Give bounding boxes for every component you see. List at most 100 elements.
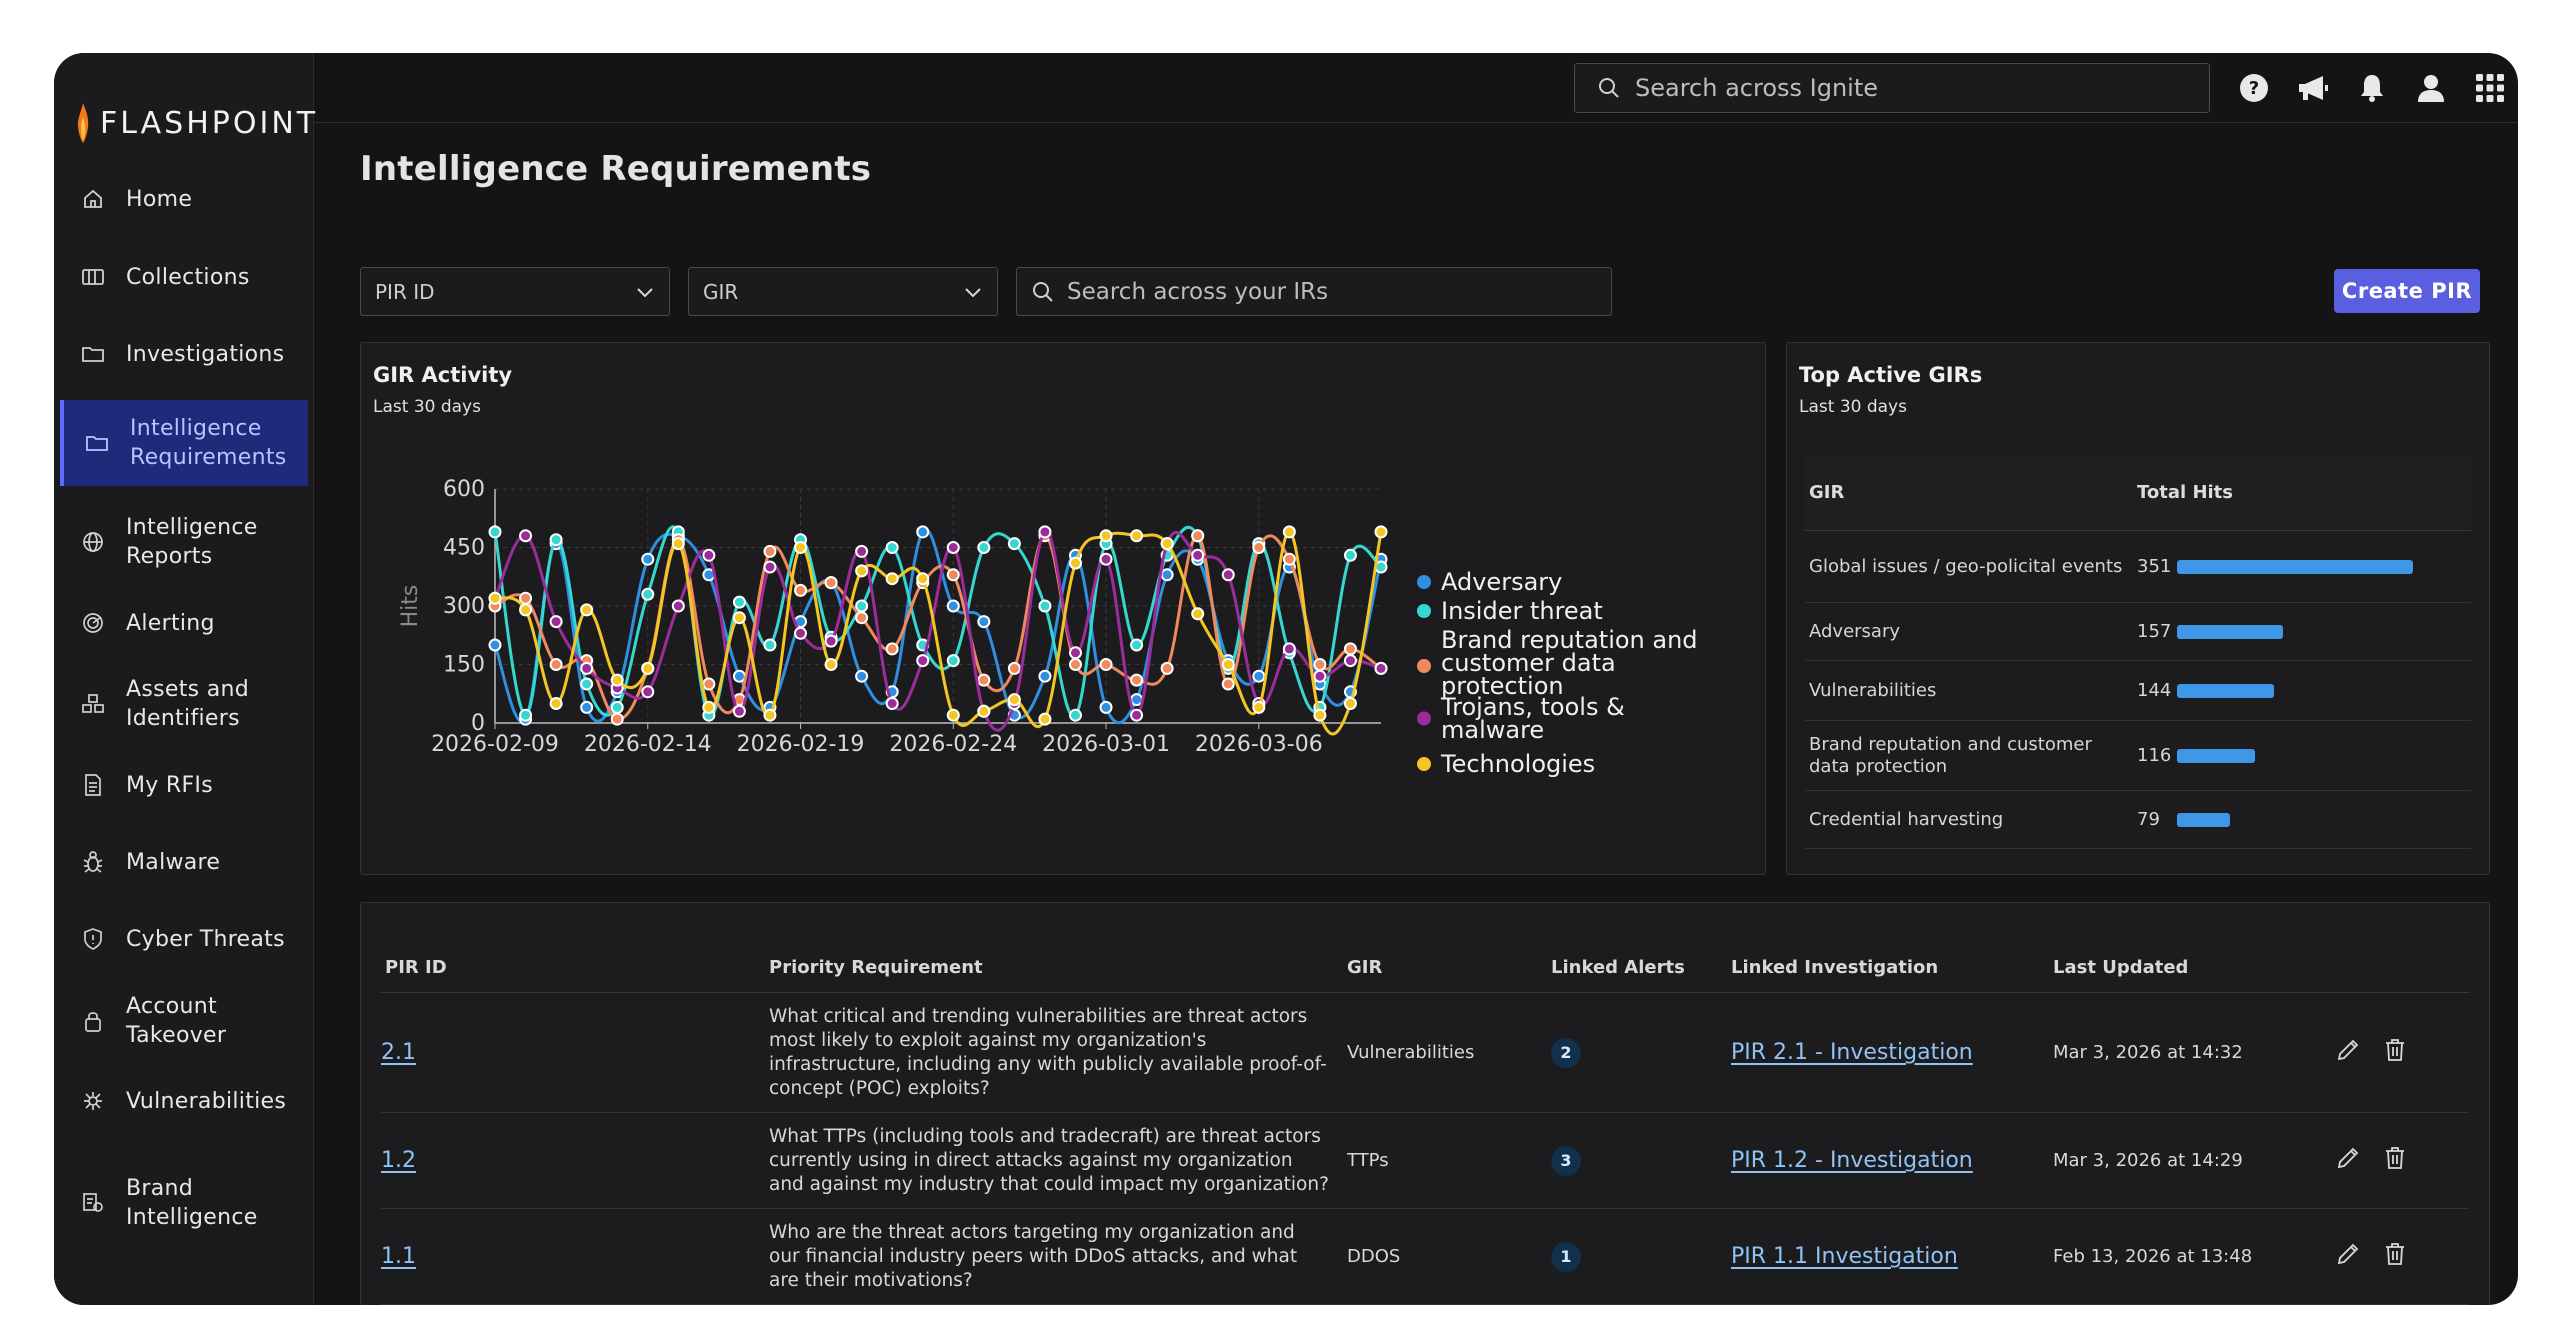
data-point[interactable]: [946, 654, 960, 668]
data-point[interactable]: [1343, 642, 1357, 656]
data-point[interactable]: [1038, 599, 1052, 613]
data-point[interactable]: [1130, 708, 1144, 722]
apps-grid-icon[interactable]: [2473, 71, 2507, 105]
table-row[interactable]: Adversary 157: [1805, 603, 2471, 661]
data-point[interactable]: [671, 537, 685, 551]
linked-investigation-link[interactable]: PIR 1.2 - Investigation: [1731, 1148, 1973, 1173]
data-point[interactable]: [1282, 642, 1296, 656]
data-point[interactable]: [641, 587, 655, 601]
flashpoint-logo[interactable]: FLASHPOINT: [76, 101, 318, 145]
data-point[interactable]: [1343, 697, 1357, 710]
data-point[interactable]: [1099, 658, 1113, 671]
data-point[interactable]: [549, 615, 563, 629]
column-header-priority-requirement[interactable]: Priority Requirement: [769, 957, 983, 978]
data-point[interactable]: [1160, 537, 1174, 551]
legend-item[interactable]: Adversary: [1417, 568, 1562, 596]
data-point[interactable]: [702, 700, 716, 714]
data-point[interactable]: [1313, 669, 1327, 683]
data-point[interactable]: [519, 603, 533, 617]
data-point[interactable]: [794, 626, 808, 640]
data-point[interactable]: [580, 661, 594, 675]
data-point[interactable]: [1221, 677, 1235, 691]
sidebar-item-cyber-threats[interactable]: Cyber Threats: [60, 915, 308, 963]
data-point[interactable]: [794, 583, 808, 597]
column-header-linked-alerts[interactable]: Linked Alerts: [1551, 957, 1685, 978]
data-point[interactable]: [641, 552, 655, 566]
column-header-gir[interactable]: GIR: [1347, 957, 1383, 978]
data-point[interactable]: [1313, 658, 1327, 671]
data-point[interactable]: [1099, 700, 1113, 714]
data-point[interactable]: [885, 642, 899, 656]
legend-item[interactable]: Technologies: [1417, 750, 1595, 778]
user-icon[interactable]: [2414, 71, 2448, 105]
data-point[interactable]: [946, 568, 960, 582]
table-row[interactable]: Global issues / geo-policital events 351: [1805, 531, 2471, 603]
data-point[interactable]: [610, 712, 624, 726]
data-point[interactable]: [763, 708, 777, 722]
data-point[interactable]: [732, 611, 746, 625]
pir-id-link[interactable]: 1.1: [381, 1244, 416, 1269]
sidebar-item-intelligence-reports[interactable]: Intelligence Reports: [60, 507, 308, 577]
data-point[interactable]: [580, 700, 594, 714]
data-point[interactable]: [1374, 525, 1388, 539]
data-point[interactable]: [1068, 708, 1082, 722]
data-point[interactable]: [671, 599, 685, 613]
column-header-pir-id[interactable]: PIR ID: [385, 957, 447, 978]
data-point[interactable]: [763, 638, 777, 652]
ir-search-input[interactable]: Search across your IRs: [1016, 267, 1612, 316]
sidebar-item-assets-and-identifiers[interactable]: Assets and Identifiers: [60, 669, 308, 739]
data-point[interactable]: [1343, 654, 1357, 668]
data-point[interactable]: [1130, 638, 1144, 652]
data-point[interactable]: [1191, 548, 1205, 562]
data-point[interactable]: [519, 591, 533, 605]
data-point[interactable]: [946, 541, 960, 554]
sidebar-item-brand-intelligence[interactable]: Brand Intelligence: [60, 1168, 308, 1238]
data-point[interactable]: [794, 541, 808, 554]
data-point[interactable]: [1007, 537, 1021, 551]
linked-investigation-link[interactable]: PIR 1.1 Investigation: [1731, 1244, 1958, 1269]
data-point[interactable]: [1252, 700, 1266, 714]
linked-investigation-link[interactable]: PIR 2.1 - Investigation: [1731, 1040, 1973, 1065]
data-point[interactable]: [1068, 658, 1082, 671]
data-point[interactable]: [916, 525, 930, 539]
data-point[interactable]: [1068, 556, 1082, 570]
sidebar-item-collections[interactable]: Collections: [60, 253, 308, 301]
data-point[interactable]: [549, 658, 563, 671]
table-row[interactable]: 2.1 What critical and trending vulnerabil…: [381, 993, 2469, 1113]
data-point[interactable]: [610, 673, 624, 687]
data-point[interactable]: [1130, 673, 1144, 687]
data-point[interactable]: [916, 654, 930, 668]
announcement-icon[interactable]: [2296, 71, 2330, 105]
data-point[interactable]: [763, 560, 777, 574]
sidebar-item-alerting[interactable]: Alerting: [60, 599, 308, 647]
data-point[interactable]: [702, 677, 716, 691]
edit-icon[interactable]: [2335, 1037, 2361, 1068]
data-point[interactable]: [1374, 661, 1388, 675]
data-point[interactable]: [519, 529, 533, 543]
data-point[interactable]: [916, 572, 930, 586]
sidebar-item-vulnerabilities[interactable]: Vulnerabilities: [60, 1077, 308, 1125]
data-point[interactable]: [763, 544, 777, 558]
data-point[interactable]: [1191, 607, 1205, 621]
delete-icon[interactable]: [2383, 1145, 2407, 1176]
sidebar-item-investigations[interactable]: Investigations: [60, 330, 308, 378]
create-pir-button[interactable]: Create PIR: [2334, 269, 2480, 313]
data-point[interactable]: [824, 634, 838, 648]
data-point[interactable]: [1282, 552, 1296, 566]
help-icon[interactable]: ?: [2237, 71, 2271, 105]
data-point[interactable]: [977, 704, 991, 718]
linked-alerts-badge[interactable]: 2: [1551, 1037, 1581, 1068]
data-point[interactable]: [1252, 541, 1266, 554]
data-point[interactable]: [732, 704, 746, 718]
linked-alerts-badge[interactable]: 1: [1551, 1241, 1581, 1272]
table-row[interactable]: Credential harvesting 79: [1805, 791, 2471, 849]
data-point[interactable]: [488, 638, 502, 652]
data-point[interactable]: [977, 615, 991, 629]
data-point[interactable]: [885, 572, 899, 586]
data-point[interactable]: [855, 669, 869, 683]
sidebar-item-malware[interactable]: Malware: [60, 838, 308, 886]
data-point[interactable]: [1282, 525, 1296, 539]
data-point[interactable]: [519, 708, 533, 722]
data-point[interactable]: [824, 576, 838, 590]
data-point[interactable]: [732, 595, 746, 609]
